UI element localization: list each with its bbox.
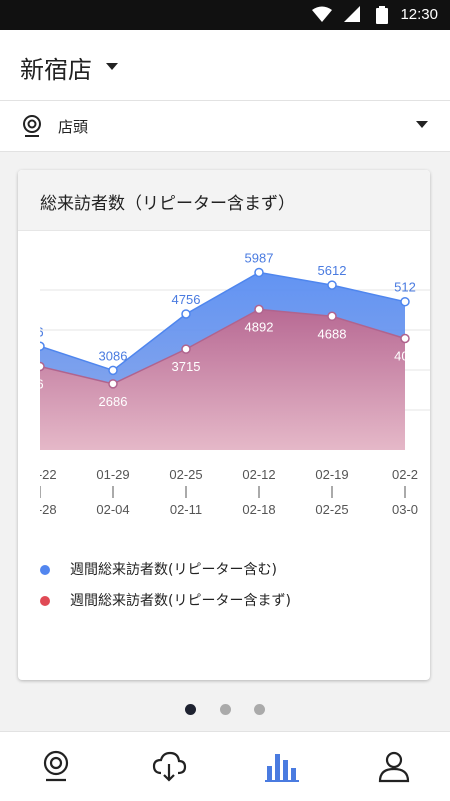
data-point-new	[254, 304, 264, 315]
page-dot-3[interactable]	[253, 704, 265, 715]
cloud-download-icon[interactable]	[151, 748, 187, 784]
camera-icon	[23, 115, 41, 137]
data-point-all	[254, 267, 264, 278]
data-label-new: 403	[394, 348, 416, 363]
battery-icon	[376, 6, 388, 24]
user-icon[interactable]	[376, 748, 412, 784]
camera-selector[interactable]: 店頭	[0, 101, 450, 152]
data-point-new	[327, 311, 337, 322]
data-point-all	[400, 296, 410, 307]
data-label-all: 5987	[245, 250, 274, 265]
data-point-new	[400, 333, 410, 344]
x-tick-start: 02-25	[169, 467, 202, 482]
data-label-new: 4688	[318, 326, 347, 341]
legend-label-new: 週間総来訪者数(リピーター含まず)	[70, 593, 291, 609]
data-point-new	[108, 379, 118, 389]
x-tick-start: 02-19	[315, 467, 348, 482]
card-header: 総来訪者数（リピーター含まず）	[18, 170, 430, 231]
x-tick-start: 01-29	[96, 467, 129, 482]
legend-item-new: 週間総来訪者数(リピーター含まず)	[40, 588, 291, 614]
series-area-new	[40, 309, 405, 450]
legend-dot-all	[40, 565, 50, 575]
store-title[interactable]: 新宿店	[20, 56, 92, 84]
series-line-all	[40, 271, 406, 372]
legend-label-all: 週間総来訪者数(リピーター含む)	[70, 562, 277, 578]
camera-icon[interactable]	[38, 748, 74, 784]
data-point-new	[40, 361, 45, 372]
page-dot-2[interactable]	[219, 704, 231, 715]
wifi-icon	[312, 6, 332, 22]
x-tick-start: 02-2	[392, 467, 418, 482]
data-label-new: 2686	[99, 394, 128, 409]
data-label-new: 3715	[172, 359, 201, 374]
series-line-new	[40, 308, 406, 385]
legend-item-all: 週間総来訪者数(リピーター含む)	[40, 557, 291, 583]
visitor-chart-card: 総来訪者数（リピーター含まず） 6 3086 4756 5987 5612 512 6 268…	[18, 170, 430, 680]
x-tick-end: 02-11	[170, 502, 202, 517]
chart-svg: 6 3086 4756 5987 5612 512 6 2686 3715 4892 4688 403…	[40, 250, 430, 517]
data-point-all	[40, 341, 45, 351]
data-label-all: 5612	[318, 263, 347, 278]
data-label-all: 512	[394, 280, 416, 295]
visitor-area-chart[interactable]: 6 3086 4756 5987 5612 512 6 2686 3715 4892 4688 403…	[40, 230, 430, 540]
data-point-all	[108, 365, 118, 376]
data-label-all: 3086	[99, 348, 128, 363]
x-tick-end: 02-25	[315, 502, 348, 517]
app-header: 新宿店	[0, 30, 450, 101]
chevron-down-icon[interactable]	[416, 121, 428, 129]
legend-dot-new	[40, 596, 50, 606]
x-tick-start: 01-22	[40, 467, 57, 482]
data-point-all	[327, 280, 337, 290]
data-label-new: 4892	[245, 319, 274, 334]
data-label-all: 4756	[172, 292, 201, 307]
camera-selector-label: 店頭	[58, 118, 89, 136]
signal-icon	[344, 6, 360, 22]
data-label-all: 6	[40, 324, 44, 339]
bar-chart-icon[interactable]	[264, 748, 300, 784]
data-point-all	[181, 309, 191, 319]
status-bar: 12:30	[0, 0, 450, 30]
status-time: 12:30	[400, 6, 438, 23]
data-point-new	[181, 344, 191, 354]
page-indicator	[0, 700, 450, 719]
page-dot-1[interactable]	[185, 704, 197, 715]
chart-legend: 週間総来訪者数(リピーター含む) 週間総来訪者数(リピーター含まず)	[40, 557, 291, 614]
data-label-new: 6	[40, 377, 44, 392]
card-title: 総来訪者数（リピーター含まず）	[40, 194, 295, 214]
x-tick-end: 03-0	[392, 502, 418, 517]
dropdown-caret-icon[interactable]	[106, 63, 118, 71]
x-tick-end: 01-28	[40, 502, 57, 517]
x-tick-end: 02-04	[96, 502, 129, 517]
x-tick-start: 02-12	[242, 467, 275, 482]
x-tick-end: 02-18	[242, 502, 275, 517]
bottom-nav	[0, 731, 450, 801]
